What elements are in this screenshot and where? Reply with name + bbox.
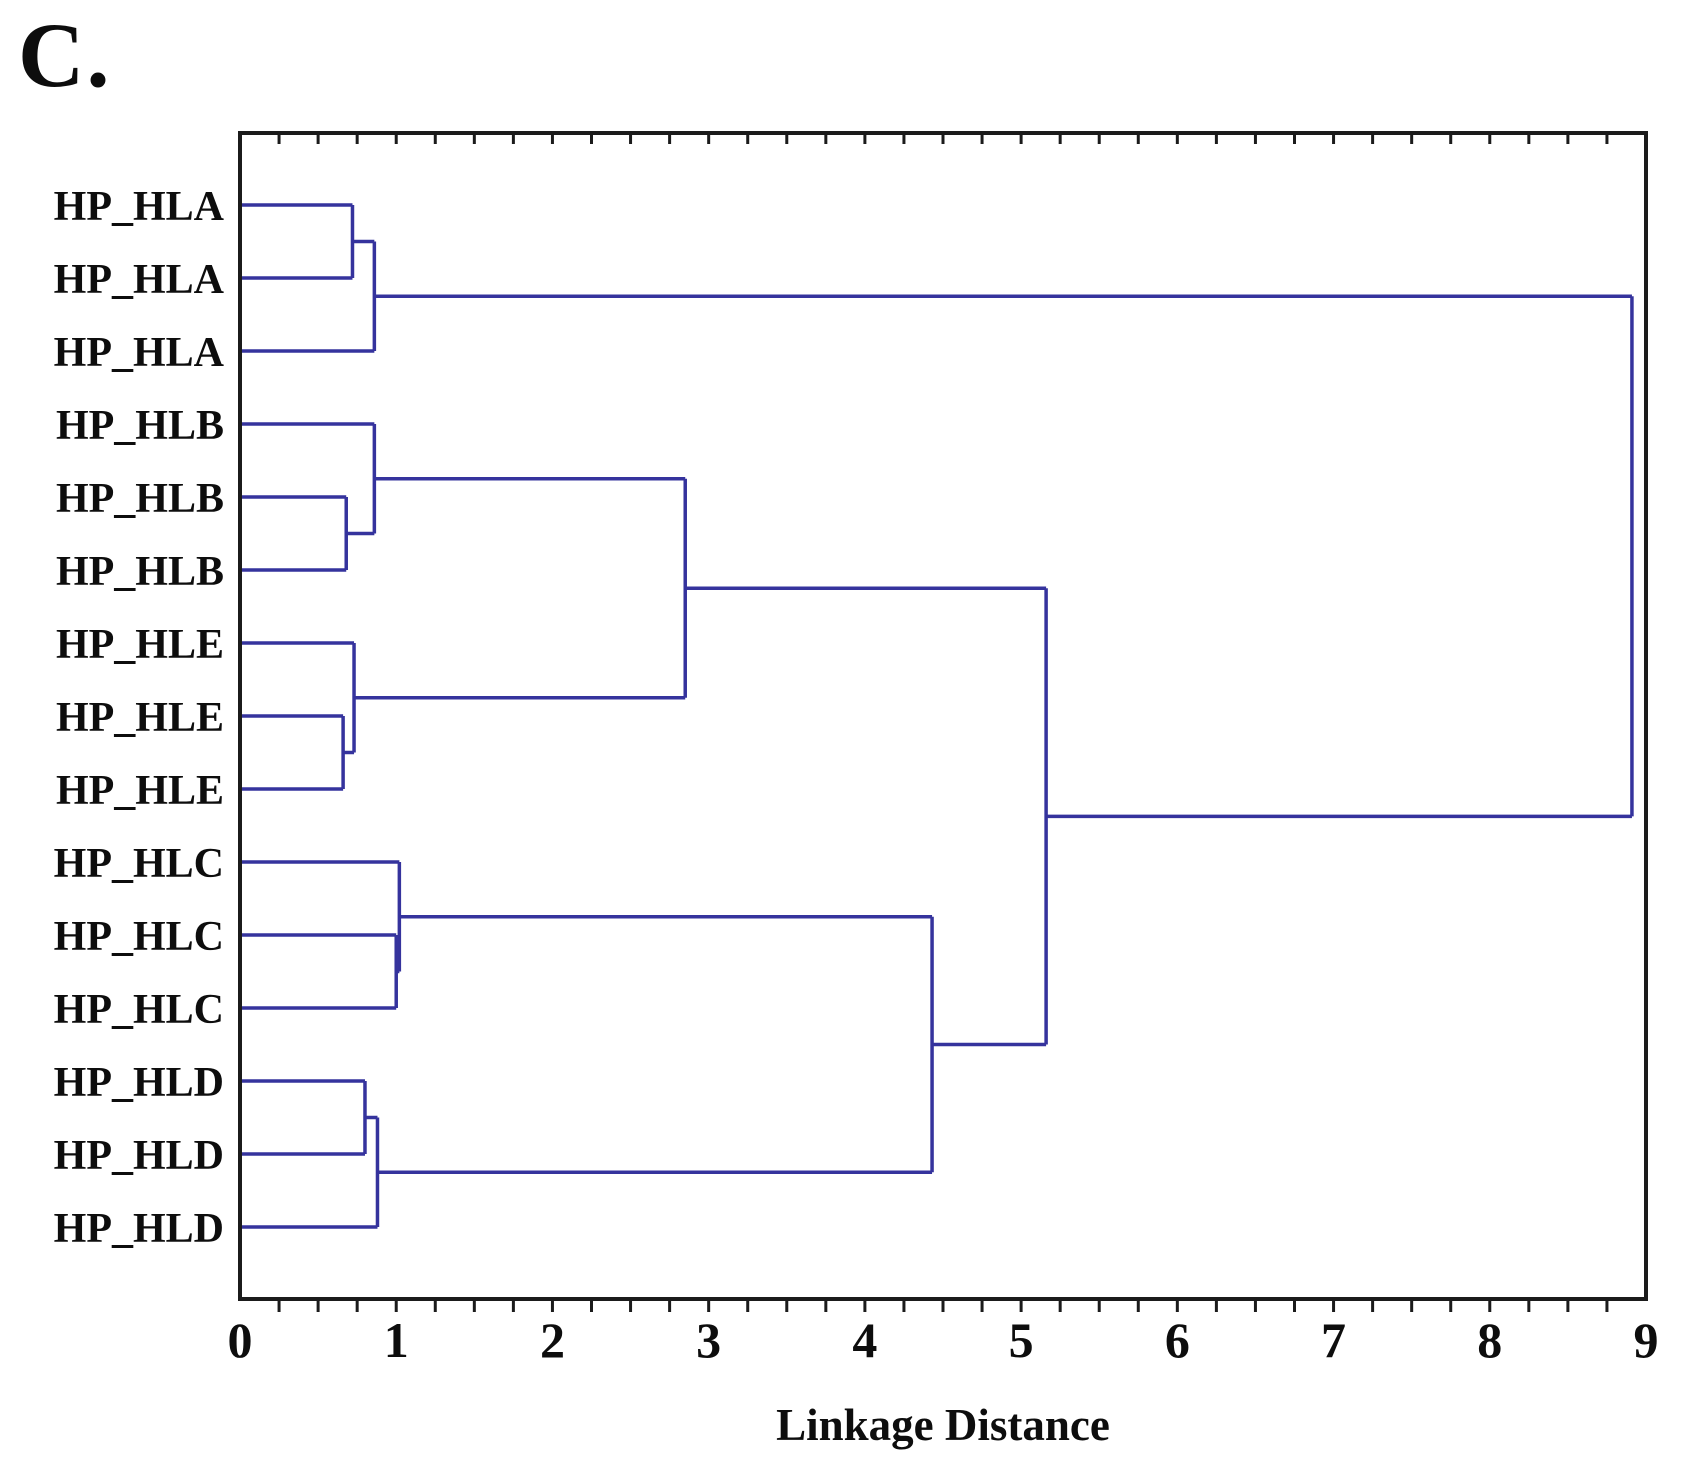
leaf-label: HP_HLC <box>54 914 224 960</box>
leaf-label: HP_HLD <box>54 1206 224 1252</box>
x-tick-label: 6 <box>1165 1312 1190 1368</box>
leaf-label: HP_HLE <box>56 768 224 814</box>
leaf-label: HP_HLB <box>56 549 224 595</box>
leaf-label: HP_HLA <box>54 184 225 230</box>
x-tick-label: 5 <box>1009 1312 1034 1368</box>
x-tick-label: 3 <box>696 1312 721 1368</box>
x-tick-label: 8 <box>1477 1312 1502 1368</box>
panel-label: C. <box>18 4 112 106</box>
leaf-label: HP_HLD <box>54 1133 224 1179</box>
leaf-label: HP_HLC <box>54 841 224 887</box>
plot-border <box>238 131 1648 1301</box>
leaf-label: HP_HLC <box>54 987 224 1033</box>
leaf-label: HP_HLE <box>56 622 224 668</box>
leaf-label: HP_HLB <box>56 403 224 449</box>
leaf-label: HP_HLB <box>56 476 224 522</box>
x-tick-label: 4 <box>852 1312 877 1368</box>
x-tick-label: 0 <box>228 1312 253 1368</box>
leaf-label: HP_HLA <box>54 330 225 376</box>
x-tick-label: 2 <box>540 1312 565 1368</box>
leaf-label: HP_HLA <box>54 257 225 303</box>
x-tick-label: 1 <box>384 1312 409 1368</box>
leaf-label: HP_HLE <box>56 695 224 741</box>
leaf-label: HP_HLD <box>54 1060 224 1106</box>
x-axis-title: Linkage Distance <box>776 1400 1110 1450</box>
x-tick-label: 7 <box>1321 1312 1346 1368</box>
x-tick-label: 9 <box>1634 1312 1659 1368</box>
